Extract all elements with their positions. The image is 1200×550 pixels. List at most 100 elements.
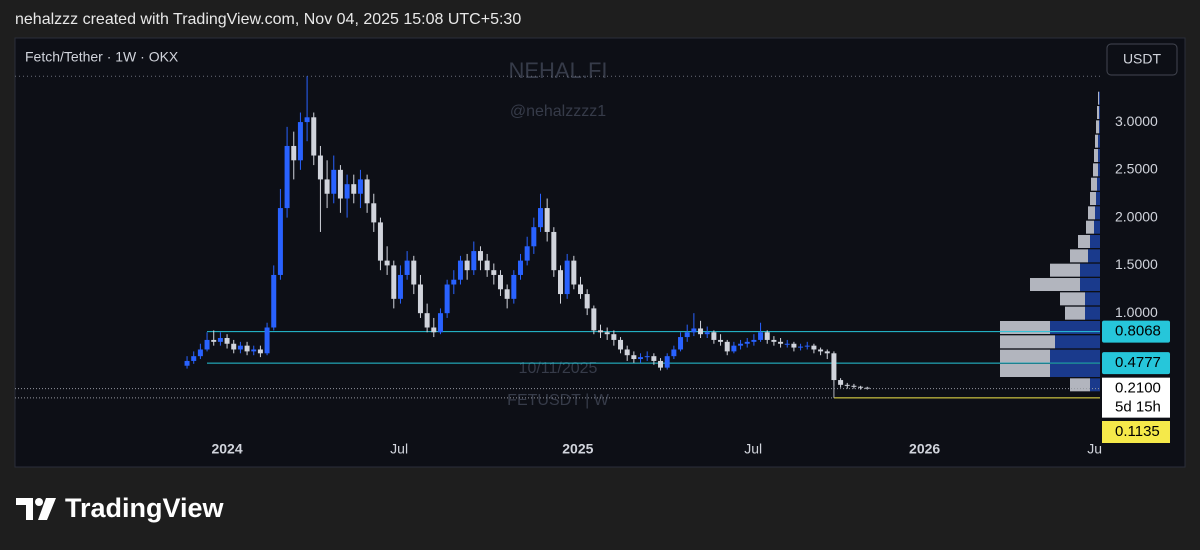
candle-body xyxy=(237,345,243,350)
candle-body xyxy=(578,284,584,295)
volume-sell xyxy=(1030,278,1080,292)
low-label: 0.1135 xyxy=(1115,423,1160,440)
volume-buy xyxy=(1088,249,1100,263)
candle-body xyxy=(811,345,817,350)
candle-body xyxy=(317,155,323,180)
volume-sell xyxy=(1095,134,1098,148)
candle-body xyxy=(357,179,363,194)
candle-body xyxy=(678,337,684,350)
volume-buy xyxy=(1099,106,1100,120)
candle-body xyxy=(197,349,203,357)
volume-sell xyxy=(1065,306,1085,320)
candle-body xyxy=(604,332,610,335)
volume-buy xyxy=(1050,321,1100,335)
volume-sell xyxy=(1086,220,1094,234)
candle-body xyxy=(858,386,864,388)
chart-panel xyxy=(14,37,1186,468)
volume-buy xyxy=(1094,220,1100,234)
currency-button[interactable] xyxy=(1106,43,1178,76)
candle-body xyxy=(551,231,557,271)
candle-body xyxy=(618,339,624,350)
candle-body xyxy=(384,260,390,266)
candle-body xyxy=(231,343,237,350)
candle-body xyxy=(484,260,490,271)
watermark: NEHAL.FI xyxy=(508,58,607,83)
y-tick-label: 3.0000 xyxy=(1115,113,1158,129)
volume-sell xyxy=(1094,149,1098,163)
volume-sell xyxy=(1000,349,1050,363)
candle-body xyxy=(564,260,570,295)
candle-body xyxy=(337,169,343,199)
x-tick-label: Ju xyxy=(1087,441,1102,457)
volume-sell xyxy=(1088,206,1095,220)
volume-buy xyxy=(1050,363,1100,377)
header: nehalzzz created with TradingView.com, N… xyxy=(15,11,521,28)
level-label: 0.8068 xyxy=(1115,323,1161,340)
volume-sell xyxy=(1050,263,1080,277)
candle-body xyxy=(284,145,290,209)
volume-buy xyxy=(1098,134,1100,148)
last-price-tag xyxy=(1102,377,1170,418)
volume-buy xyxy=(1099,91,1100,105)
candle-body xyxy=(264,327,270,354)
level-tag xyxy=(1102,320,1170,343)
candle-body xyxy=(431,327,437,333)
candle-body xyxy=(204,339,210,350)
x-tick-label: 2026 xyxy=(909,441,940,457)
volume-sell xyxy=(1000,321,1050,335)
candle-body xyxy=(211,339,217,342)
volume-sell xyxy=(1093,163,1098,177)
candle-body xyxy=(838,380,844,385)
y-tick-label: 2.0000 xyxy=(1115,208,1158,224)
candle-body xyxy=(184,360,190,366)
candle-body xyxy=(591,308,597,331)
candle-body xyxy=(224,338,230,344)
candle-body xyxy=(471,251,477,271)
candle-body xyxy=(444,284,450,314)
y-tick-label: 1.5000 xyxy=(1115,256,1158,272)
y-tick-label: 1.0000 xyxy=(1115,304,1158,320)
candle-body xyxy=(191,356,197,361)
candle-body xyxy=(277,208,283,275)
candle-body xyxy=(624,349,630,356)
candle-body xyxy=(477,251,483,261)
volume-buy xyxy=(1080,263,1100,277)
brand: TradingView xyxy=(65,493,225,523)
candle-body xyxy=(664,356,670,368)
candle-body xyxy=(524,246,530,261)
currency-label[interactable]: USDT xyxy=(1123,51,1162,67)
watermark: @nehalzzzz1 xyxy=(510,103,606,120)
y-tick-label: 2.5000 xyxy=(1115,161,1158,177)
chart-title: Fetch/Tether · 1W · OKX xyxy=(25,49,179,65)
candle-body xyxy=(844,384,850,386)
candle-body xyxy=(758,332,764,340)
candle-body xyxy=(711,332,717,340)
volume-buy xyxy=(1090,235,1100,249)
candle-body xyxy=(531,227,537,247)
candle-body xyxy=(491,270,497,275)
candle-body xyxy=(304,117,310,123)
candle-body xyxy=(457,260,463,280)
volume-sell xyxy=(1070,249,1088,263)
candle-body xyxy=(537,208,543,228)
candle-body xyxy=(631,355,637,360)
candle-body xyxy=(517,260,523,275)
candle-body xyxy=(824,351,830,354)
volume-buy xyxy=(1097,177,1100,191)
level-label: 0.4777 xyxy=(1115,354,1161,371)
candle-body xyxy=(371,203,377,223)
volume-buy xyxy=(1080,278,1100,292)
x-tick-label: Jul xyxy=(744,441,762,457)
candle-body xyxy=(511,274,517,299)
volume-buy xyxy=(1085,306,1100,320)
volume-buy xyxy=(1090,378,1100,392)
candle-body xyxy=(738,343,744,346)
candle-body xyxy=(831,353,837,381)
candle-body xyxy=(558,270,564,295)
volume-buy xyxy=(1099,120,1100,134)
candle-body xyxy=(464,260,470,271)
candle-body xyxy=(271,274,277,328)
candle-body xyxy=(644,356,650,358)
volume-sell xyxy=(1090,192,1096,206)
